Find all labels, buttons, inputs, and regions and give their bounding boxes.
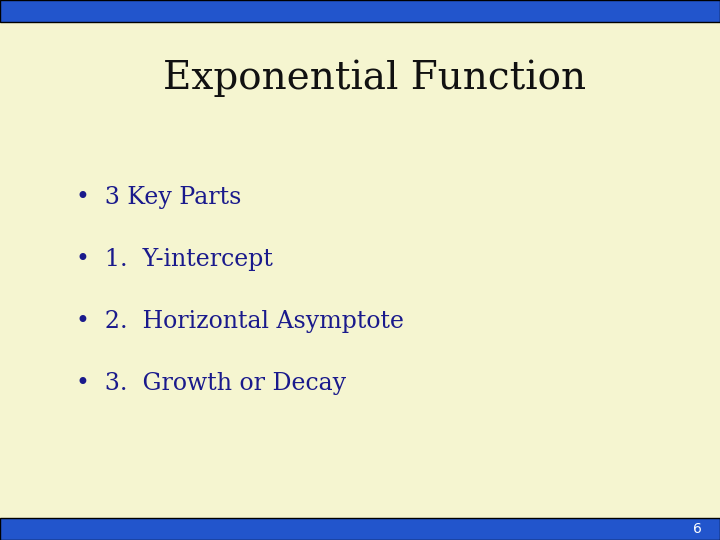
- Text: •  3 Key Parts: • 3 Key Parts: [76, 186, 241, 208]
- Text: •  3.  Growth or Decay: • 3. Growth or Decay: [76, 372, 346, 395]
- Text: •  1.  Y-intercept: • 1. Y-intercept: [76, 248, 272, 271]
- FancyBboxPatch shape: [0, 518, 720, 540]
- Text: Exponential Function: Exponential Function: [163, 59, 586, 97]
- FancyBboxPatch shape: [0, 0, 720, 22]
- Text: •  2.  Horizontal Asymptote: • 2. Horizontal Asymptote: [76, 310, 404, 333]
- Text: 6: 6: [693, 522, 702, 536]
